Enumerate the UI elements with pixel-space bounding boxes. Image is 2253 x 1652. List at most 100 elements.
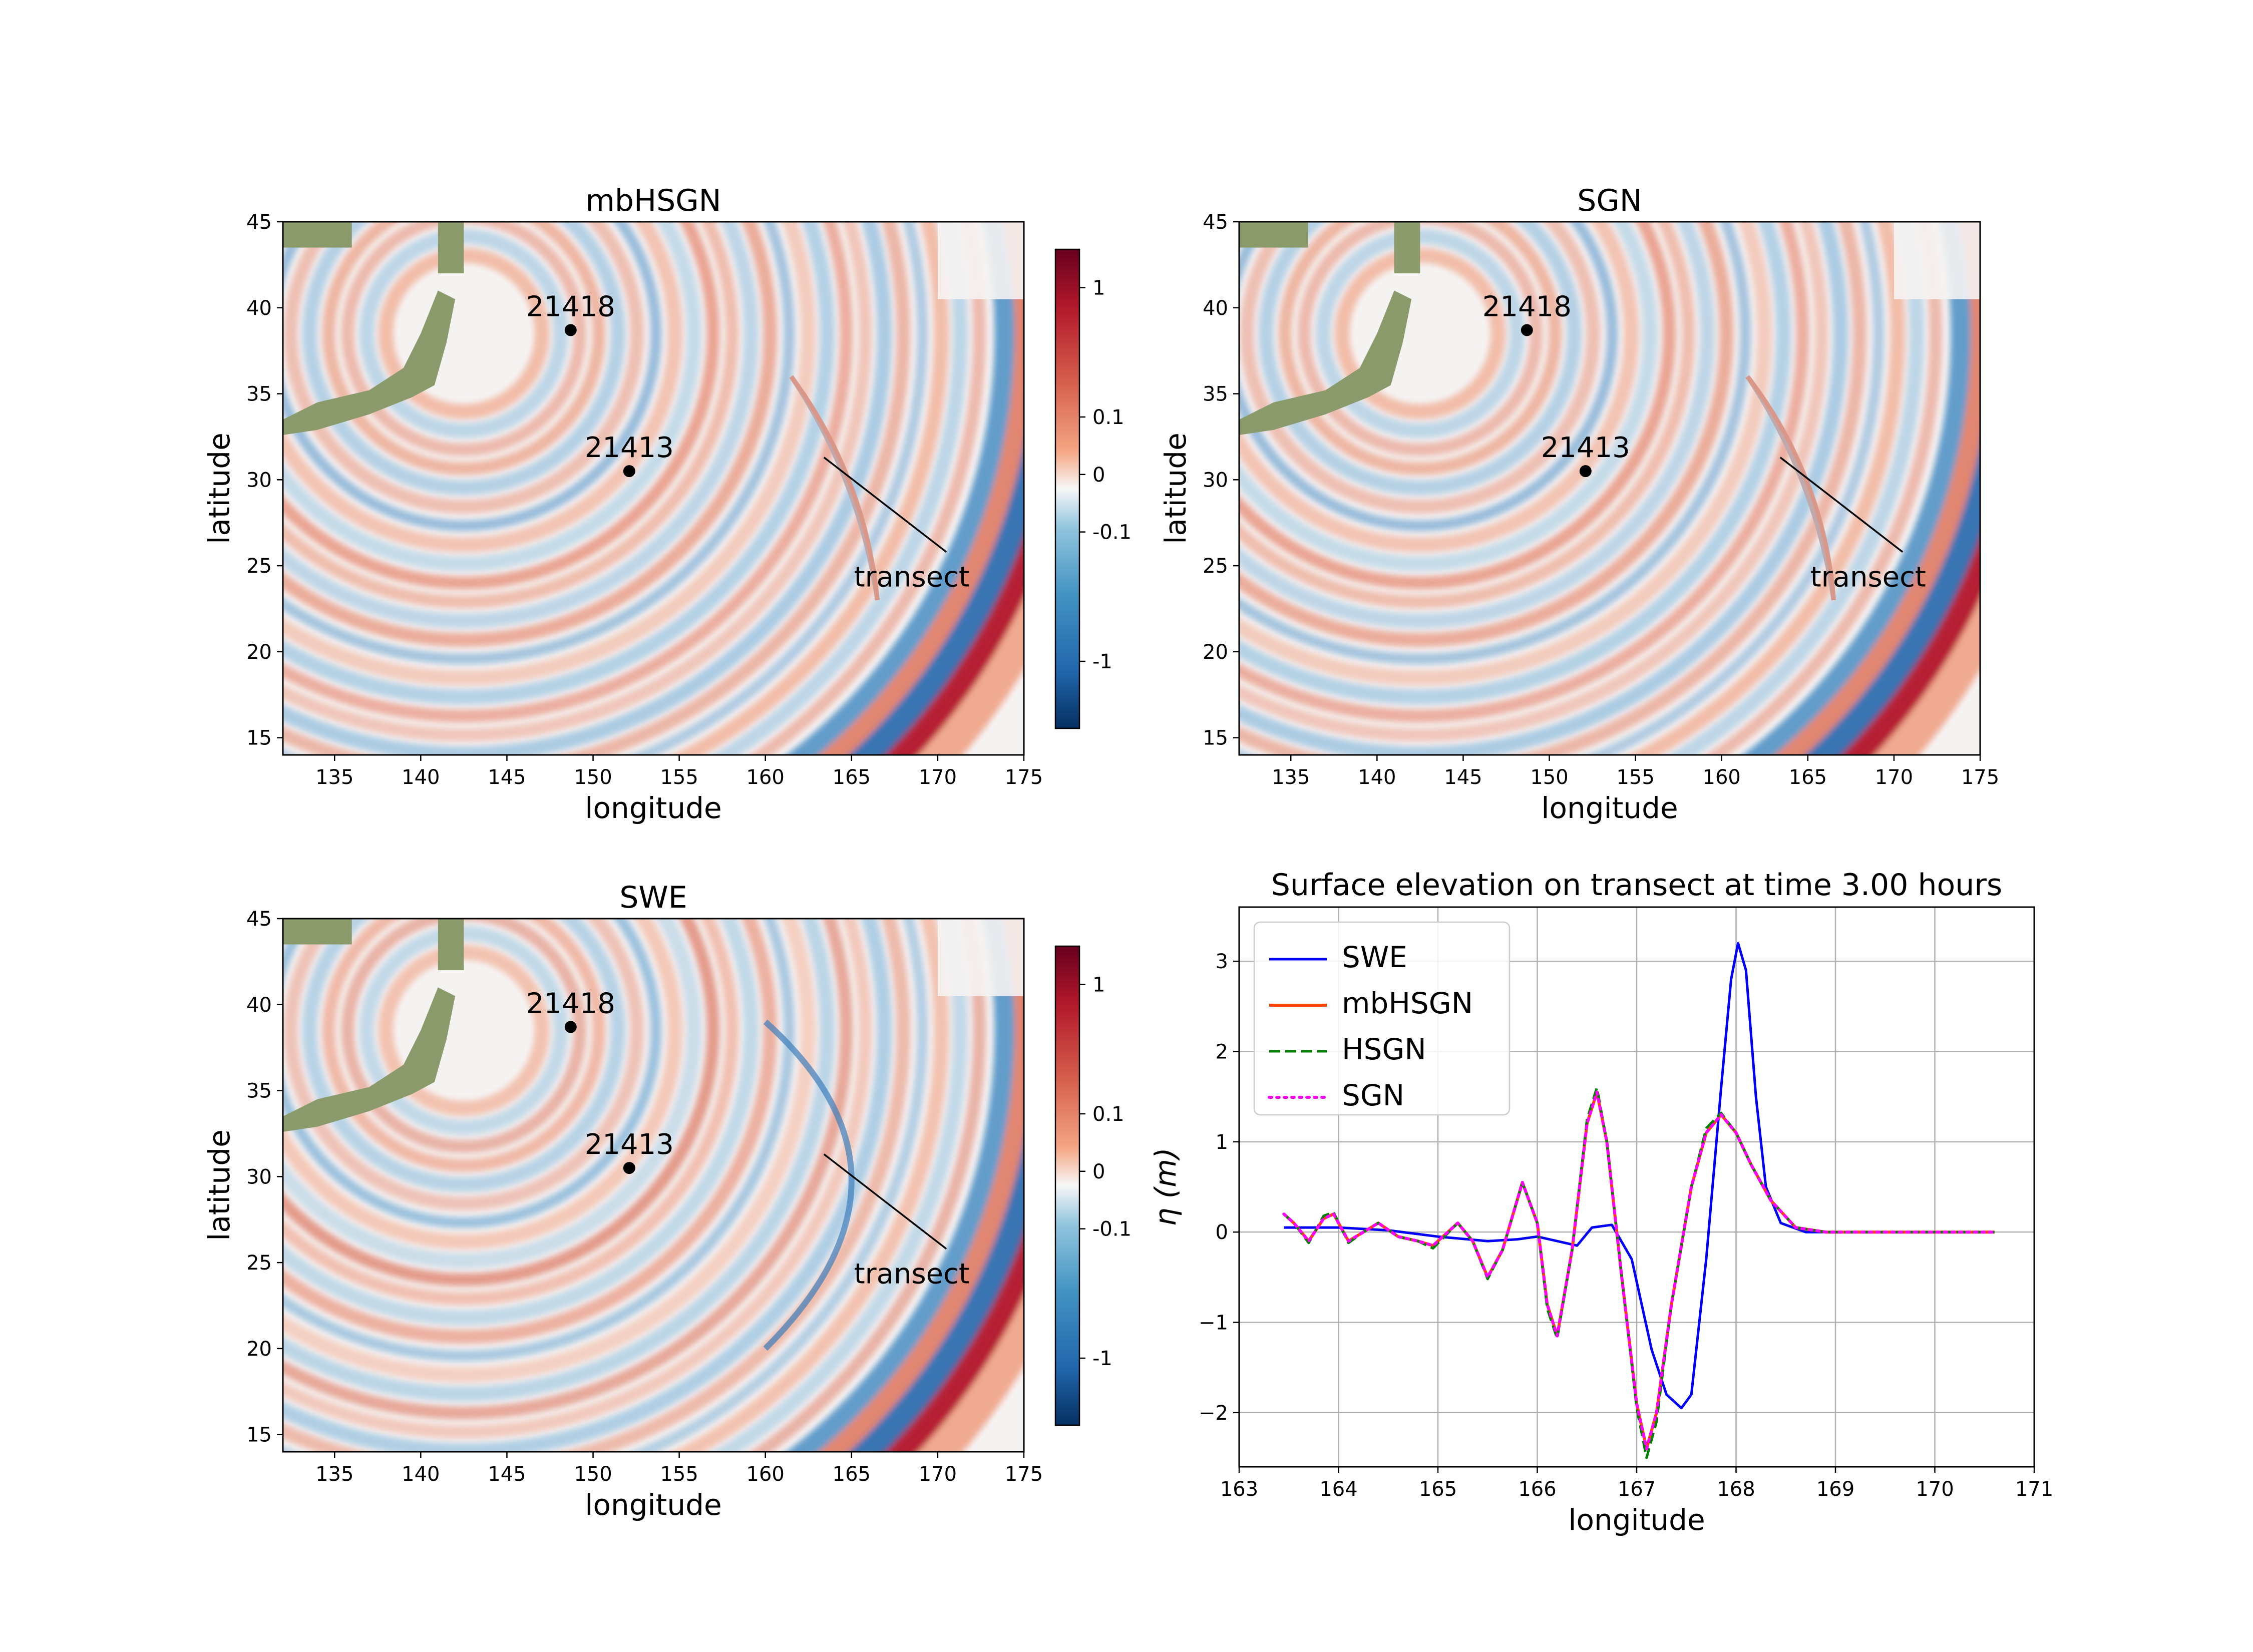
x-tick-label: 150 xyxy=(1530,766,1568,789)
y-tick-label: 20 xyxy=(246,1338,272,1361)
transect-label: transect xyxy=(854,561,970,593)
wave-ring xyxy=(283,222,644,514)
wave-ring xyxy=(1239,222,1639,553)
wave-ring xyxy=(283,919,739,1306)
x-axis-label: longitude xyxy=(1541,791,1678,825)
wave-ring xyxy=(1239,222,1828,742)
legend-label: mbHSGN xyxy=(1342,986,1473,1020)
transect-chart: 163 164 165 166 167 168 169 170 171 −2 −1 0 1 2 3 Surfa… xyxy=(1149,868,2053,1537)
wave-ring xyxy=(1628,222,1906,755)
chart-x-tick-label: 166 xyxy=(1518,1478,1556,1501)
wave-ring xyxy=(283,222,872,742)
land-honshu xyxy=(283,290,456,435)
wave-front-ring xyxy=(1742,222,1971,755)
transect-label: transect xyxy=(854,1258,970,1290)
x-tick-label: 165 xyxy=(1789,766,1827,789)
chart-y-axis-label: η (m) xyxy=(1149,1148,1183,1226)
land xyxy=(283,919,464,1132)
wave-ring xyxy=(1239,222,1751,665)
land-north xyxy=(1239,222,1308,248)
station-label: 21413 xyxy=(585,1128,674,1161)
y-tick-label: 15 xyxy=(1203,727,1228,750)
station-label: 21413 xyxy=(585,432,674,464)
chart-x-tick-label: 170 xyxy=(1916,1478,1954,1501)
y-axis-label: latitude xyxy=(1159,433,1193,544)
colorbar xyxy=(1054,945,1080,1426)
land-hokkaido xyxy=(438,919,464,971)
wave-ring xyxy=(711,919,968,1452)
chart-x-tick-label: 168 xyxy=(1717,1478,1755,1501)
x-tick-label: 145 xyxy=(1444,766,1482,789)
chart-y-tick-label: 1 xyxy=(1216,1131,1228,1154)
chart-y-tick-label: 2 xyxy=(1216,1041,1228,1064)
wave-ring xyxy=(283,919,720,1287)
y-tick-label: 30 xyxy=(246,469,272,492)
wave-ring xyxy=(283,919,928,1452)
map-sgn: 21418 21413 transect 135 140 145 150 155 160 165 1… xyxy=(1159,183,1999,825)
land-north xyxy=(283,919,352,945)
wave-ring xyxy=(283,919,892,1452)
wave-ring xyxy=(283,222,778,647)
station-label: 21413 xyxy=(1541,432,1630,464)
x-tick-label: 155 xyxy=(1616,766,1654,789)
wave-ring xyxy=(1239,222,1848,755)
colorbar xyxy=(1054,248,1080,729)
x-tick-label: 160 xyxy=(746,1463,785,1486)
y-tick-label: 40 xyxy=(246,994,272,1017)
chart-x-tick-label: 164 xyxy=(1319,1478,1357,1501)
no-data-block xyxy=(937,919,1024,996)
y-tick-label: 25 xyxy=(246,555,272,578)
chart-x-tick-label: 169 xyxy=(1816,1478,1854,1501)
x-tick-label: 135 xyxy=(315,1463,353,1486)
y-tick-label: 20 xyxy=(1203,641,1228,664)
y-tick-label: 35 xyxy=(1203,383,1228,406)
wave-ring xyxy=(283,222,795,665)
wave-ring xyxy=(1239,222,1658,572)
wave-ring xyxy=(1240,222,1601,514)
wave-ring xyxy=(283,919,795,1362)
chart-x-axis-label: longitude xyxy=(1568,1503,1705,1537)
colorbar-tick-label: -0.1 xyxy=(1092,1218,1132,1241)
land-honshu xyxy=(283,987,456,1132)
colorbar-tick-label: 0 xyxy=(1092,464,1105,487)
wave-ring xyxy=(283,222,702,572)
series-line-swe xyxy=(1284,942,1995,1410)
station-label: 21418 xyxy=(526,987,615,1020)
x-tick-label: 175 xyxy=(1005,1463,1043,1486)
x-tick-label: 145 xyxy=(488,766,526,789)
chart-y-tick-label: −1 xyxy=(1199,1311,1228,1334)
station-marker xyxy=(1521,324,1533,336)
axes-frame xyxy=(282,918,1025,1453)
x-tick-label: 155 xyxy=(660,1463,698,1486)
wave-ring xyxy=(283,919,778,1344)
x-tick-label: 165 xyxy=(833,1463,871,1486)
wave-ring xyxy=(283,222,816,686)
wave-ring xyxy=(283,919,853,1420)
x-tick-label: 150 xyxy=(574,1463,612,1486)
land-honshu xyxy=(1239,290,1412,435)
chart-x-tick-label: 165 xyxy=(1419,1478,1457,1501)
y-tick-label: 45 xyxy=(1203,211,1228,234)
x-tick-label: 135 xyxy=(1272,766,1310,789)
chart-y-tick-label: −2 xyxy=(1199,1402,1228,1425)
wave-ring xyxy=(341,222,587,457)
map-mbhsgn-field xyxy=(283,222,1024,755)
dispersive-wavetrain xyxy=(1745,375,1836,601)
wave-field xyxy=(1239,222,1980,755)
wave-ring xyxy=(1668,222,1925,755)
wave-ring xyxy=(283,222,928,755)
y-tick-label: 35 xyxy=(246,1080,272,1103)
x-tick-label: 165 xyxy=(833,766,871,789)
colorbar-tick-label: 0.1 xyxy=(1092,406,1124,429)
station-marker xyxy=(623,465,635,478)
wave-ring xyxy=(1239,222,1695,609)
y-tick-label: 40 xyxy=(1203,297,1228,320)
y-axis-label: latitude xyxy=(202,433,236,544)
wave-ring xyxy=(711,222,968,755)
wave-ring xyxy=(672,222,949,755)
colorbar-tick-label: -0.1 xyxy=(1092,521,1132,544)
y-tick-label: 20 xyxy=(246,641,272,664)
map-swe-field xyxy=(283,919,1024,1452)
